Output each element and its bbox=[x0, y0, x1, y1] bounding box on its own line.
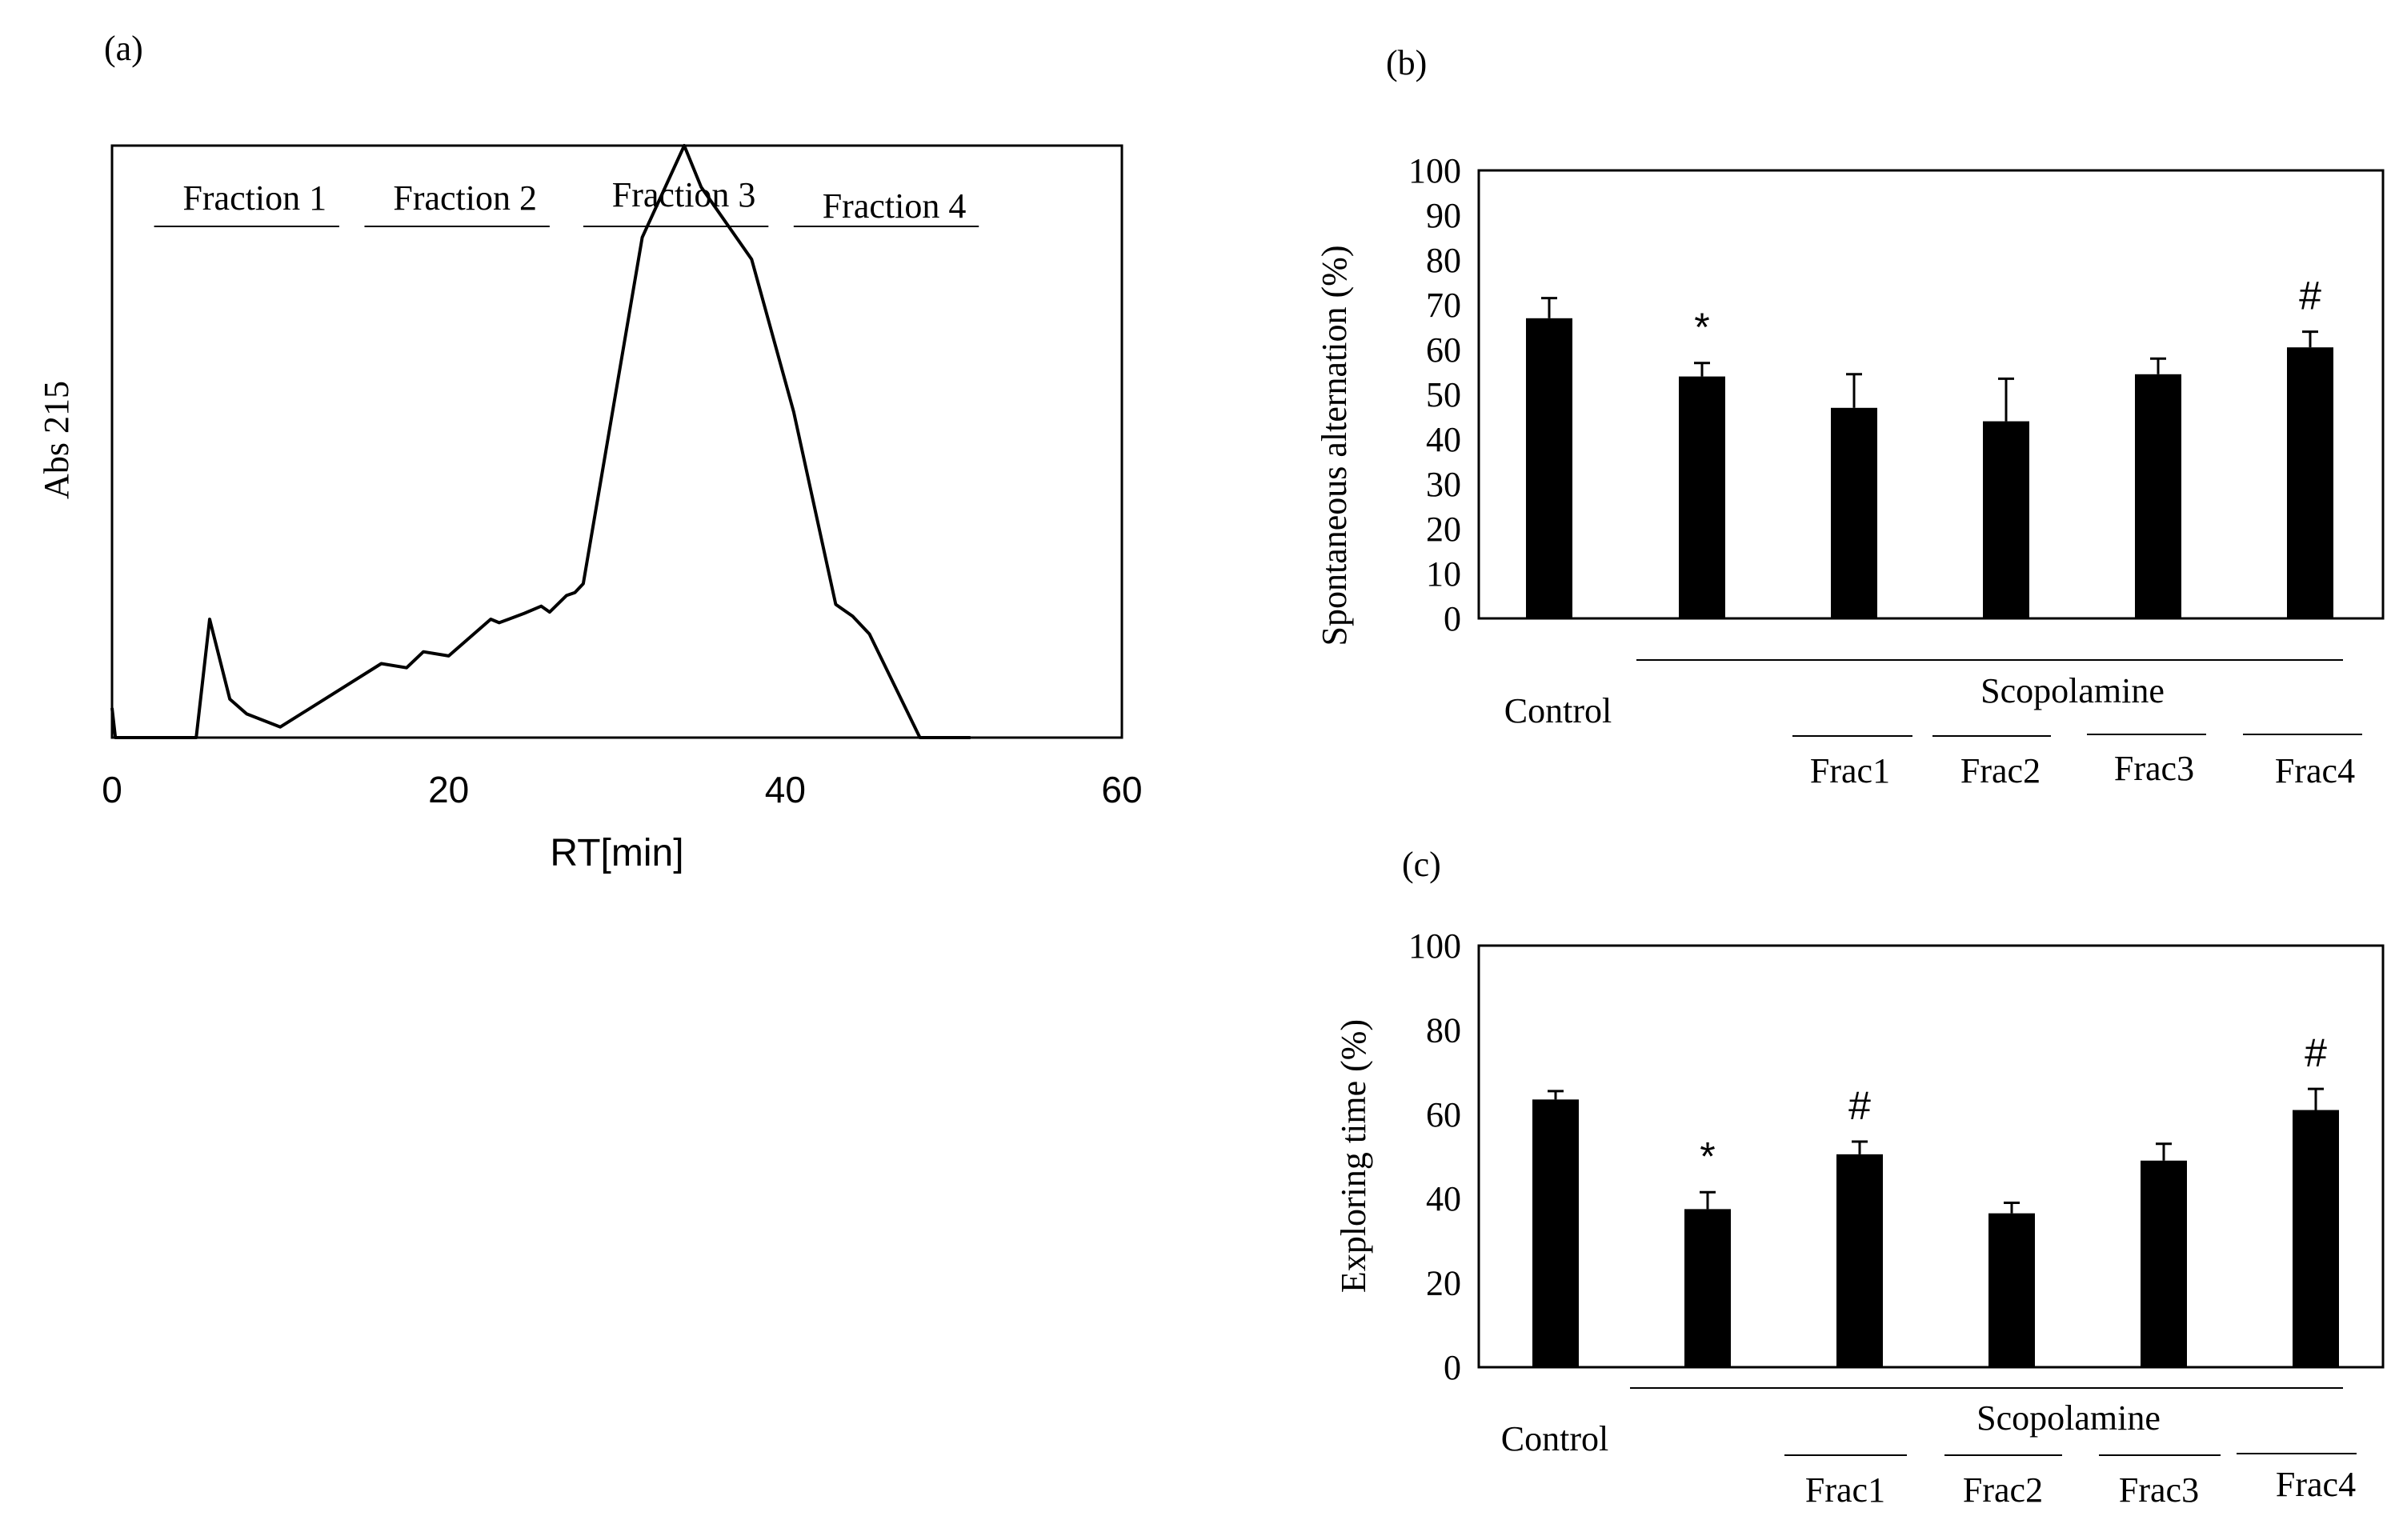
significance-marker: # bbox=[2299, 274, 2321, 318]
fraction-label: Fraction 3 bbox=[612, 175, 756, 214]
bar bbox=[2293, 1110, 2339, 1367]
chromatogram-x-axis-label: RT[min] bbox=[550, 832, 683, 874]
y-tick-label: 0 bbox=[1444, 599, 1461, 638]
exploring-category-label-control: Control bbox=[1501, 1419, 1608, 1458]
fraction-label: Fraction 2 bbox=[393, 178, 537, 218]
chromatogram-x-tick-label: 20 bbox=[428, 769, 469, 810]
chromatogram-line bbox=[110, 144, 971, 739]
y-tick-label: 100 bbox=[1408, 151, 1461, 190]
chromatogram-plot-frame bbox=[110, 144, 1123, 739]
y-tick-label: 80 bbox=[1426, 1010, 1461, 1050]
y-tick-label: 40 bbox=[1426, 1179, 1461, 1218]
bar bbox=[2135, 374, 2181, 618]
y-tick-label: 20 bbox=[1426, 1264, 1461, 1303]
bar bbox=[1831, 407, 1877, 618]
y-tick-label: 0 bbox=[1444, 1348, 1461, 1387]
bar bbox=[1526, 318, 1572, 618]
bar bbox=[2287, 347, 2333, 618]
panel-a: (a) Fraction 1 Fraction 2 Fraction 3 Fracti… bbox=[37, 29, 1143, 874]
bar bbox=[1679, 376, 1725, 618]
chromatogram-x-tick-labels: 0 20 40 60 bbox=[102, 769, 1142, 810]
chromatogram-y-axis-label: Abs 215 bbox=[37, 381, 76, 499]
y-tick-label: 80 bbox=[1426, 241, 1461, 280]
alternation-fraction-labels: Frac1 Frac2 Frac3 Frac4 bbox=[1792, 734, 2362, 790]
alternation-category-label-frac3: Frac3 bbox=[2114, 749, 2194, 788]
y-tick-label: 50 bbox=[1426, 375, 1461, 414]
scopolamine-group-label-c: Scopolamine bbox=[1976, 1398, 2161, 1438]
y-tick-label: 10 bbox=[1426, 554, 1461, 594]
alternation-category-label-control: Control bbox=[1504, 691, 1612, 730]
y-tick-label: 70 bbox=[1426, 286, 1461, 325]
exploring-fraction-labels: Frac1 Frac2 Frac3 Frac4 bbox=[1784, 1453, 2357, 1510]
exploring-bars: * # # bbox=[1532, 1030, 2339, 1367]
alternation-category-label-frac4: Frac4 bbox=[2275, 751, 2355, 790]
panel-b-label: (b) bbox=[1386, 43, 1427, 82]
y-tick-label: 30 bbox=[1426, 465, 1461, 504]
y-tick-label: 60 bbox=[1426, 330, 1461, 370]
scopolamine-group-label: Scopolamine bbox=[1980, 671, 2165, 710]
bar bbox=[2141, 1160, 2187, 1367]
chromatogram-x-tick-label: 40 bbox=[765, 769, 806, 810]
exploring-y-tick-labels: 0 20 40 60 80 100 bbox=[1408, 926, 1461, 1387]
significance-marker: * bbox=[1694, 305, 1709, 350]
bar bbox=[1532, 1099, 1579, 1367]
fraction-label: Fraction 1 bbox=[182, 178, 326, 218]
y-tick-label: 90 bbox=[1426, 196, 1461, 235]
alternation-y-tick-labels: 0 10 20 30 40 50 60 70 80 90 100 bbox=[1408, 151, 1461, 638]
y-tick-label: 60 bbox=[1426, 1095, 1461, 1134]
fraction-label: Fraction 4 bbox=[823, 186, 967, 226]
y-tick-label: 40 bbox=[1426, 420, 1461, 459]
bar bbox=[1836, 1154, 1883, 1367]
bar bbox=[1983, 421, 2029, 618]
chromatogram-x-tick-label: 0 bbox=[102, 769, 122, 810]
y-tick-label: 20 bbox=[1426, 510, 1461, 549]
chromatogram-x-tick-label: 60 bbox=[1101, 769, 1142, 810]
alternation-plot-frame bbox=[1477, 169, 2385, 620]
exploring-y-axis-label: Exploring time (%) bbox=[1334, 1019, 1373, 1293]
panel-a-label: (a) bbox=[104, 29, 143, 68]
exploring-plot-frame bbox=[1477, 944, 2385, 1369]
y-tick-label: 100 bbox=[1408, 926, 1461, 966]
bar bbox=[1988, 1213, 2035, 1367]
fraction-labels: Fraction 1 Fraction 2 Fraction 3 Fraction 4 bbox=[154, 175, 979, 227]
significance-marker: # bbox=[1848, 1083, 1871, 1128]
panel-c-label: (c) bbox=[1402, 845, 1441, 884]
alternation-bars: *# bbox=[1526, 274, 2333, 618]
exploring-category-label-frac3: Frac3 bbox=[2119, 1470, 2199, 1510]
exploring-category-label-frac1: Frac1 bbox=[1805, 1470, 1885, 1510]
significance-marker: * bbox=[1700, 1134, 1715, 1178]
exploring-category-label-frac4: Frac4 bbox=[2276, 1465, 2356, 1504]
exploring-category-label-frac2: Frac2 bbox=[1963, 1470, 2043, 1510]
significance-marker: # bbox=[2305, 1030, 2327, 1075]
alternation-y-axis-label: Spontaneous alternation (%) bbox=[1315, 246, 1354, 646]
alternation-category-label-frac2: Frac2 bbox=[1960, 751, 2041, 790]
bar bbox=[1684, 1209, 1731, 1367]
alternation-category-label-frac1: Frac1 bbox=[1810, 751, 1890, 790]
